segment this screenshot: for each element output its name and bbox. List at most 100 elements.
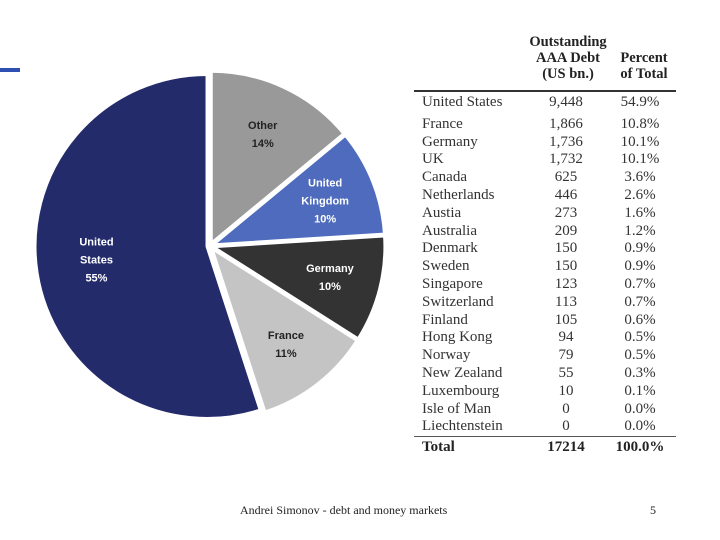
cell-debt: 9,448 — [549, 94, 583, 110]
pie-slice-label: States — [80, 255, 113, 267]
page-number: 5 — [650, 503, 656, 517]
cell-country: Australia — [422, 222, 477, 239]
cell-country: Canada — [422, 169, 467, 186]
pie-slice-value: 11% — [275, 348, 297, 360]
table-row: Germany 1,736 10.1% — [414, 134, 676, 152]
cell-country: France — [422, 115, 463, 132]
footer-text: Andrei Simonov - debt and money markets — [240, 503, 448, 517]
cell-country: Luxembourg — [422, 382, 500, 399]
pie-slice — [209, 69, 346, 247]
pie-slice-value: 14% — [252, 138, 274, 150]
cell-country: UK — [422, 151, 444, 168]
pie-slice-value: 10% — [314, 213, 336, 225]
cell-country: Switzerland — [422, 293, 494, 310]
table-row: United States 9,448 54.9% — [414, 94, 676, 112]
table-body: United States 9,448 54.9% France 1,866 10.8% G… — [414, 94, 676, 436]
total-debt: 17214 — [547, 439, 585, 456]
pie-slice-label: Kingdom — [301, 195, 349, 207]
cell-debt: 10 — [558, 382, 574, 399]
cell-country: Denmark — [422, 240, 478, 257]
table-row: Sweden 150 0.9% — [414, 258, 676, 276]
cell-country: Isle of Man — [422, 400, 492, 417]
cell-debt: 123 — [554, 275, 578, 292]
table-header: Outstanding AAA Debt (US bn.) Percent of… — [414, 34, 676, 90]
pie-slice-label: Germany — [306, 263, 355, 275]
cell-debt: 55 — [558, 364, 574, 381]
cell-country: Austia — [422, 204, 462, 221]
cell-country: Singapore — [422, 275, 483, 292]
total-rule — [414, 436, 676, 438]
table-row: Switzerland 113 0.7% — [414, 294, 676, 312]
cell-debt: 79 — [558, 347, 574, 364]
cell-percent: 0.7% — [624, 275, 656, 292]
cell-debt: 94 — [558, 329, 574, 346]
cell-percent: 0.9% — [624, 258, 656, 275]
cell-country: Hong Kong — [422, 329, 493, 346]
cell-country: Norway — [422, 347, 471, 364]
table-row: Liechtenstein 0 0.0% — [414, 418, 676, 436]
pie-slice-label: United — [308, 177, 342, 189]
cell-percent: 3.6% — [624, 169, 656, 186]
cell-debt: 113 — [555, 293, 577, 310]
header-debt-line: (US bn.) — [542, 66, 594, 82]
pie-slice-label: Other — [248, 120, 278, 132]
cell-country: Liechtenstein — [422, 418, 503, 435]
table-row: Finland 105 0.6% — [414, 312, 676, 330]
pie-slice — [208, 133, 387, 247]
header-pct-line: of Total — [620, 66, 668, 82]
cell-debt: 446 — [554, 186, 578, 203]
table-row: Australia 209 1.2% — [414, 223, 676, 241]
pie-slice-value: 10% — [319, 281, 341, 293]
cell-country: United States — [422, 94, 503, 110]
cell-country: Germany — [422, 133, 478, 150]
pie-slice-value: 55% — [85, 273, 107, 285]
cell-debt: 1,736 — [549, 133, 583, 150]
table-row: Austia 273 1.6% — [414, 205, 676, 223]
cell-percent: 0.9% — [624, 240, 656, 257]
pie-slice — [208, 234, 387, 341]
table-row-total: Total 17214 100.0% — [414, 439, 676, 457]
cell-debt: 273 — [554, 204, 578, 221]
cell-percent: 0.6% — [624, 311, 656, 328]
cell-debt: 625 — [554, 169, 578, 186]
total-pct: 100.0% — [615, 439, 665, 456]
pie-slice — [33, 72, 263, 420]
cell-debt: 209 — [554, 222, 578, 239]
cell-debt: 150 — [554, 240, 578, 257]
header-debt-line: AAA Debt — [535, 50, 601, 66]
cell-debt: 0 — [562, 418, 570, 435]
pie-slice-label: France — [268, 330, 304, 342]
cell-percent: 10.1% — [620, 133, 660, 150]
table-row: Singapore 123 0.7% — [414, 276, 676, 294]
header-percent: Percent of Total — [610, 50, 678, 82]
cell-country: Sweden — [422, 258, 470, 275]
cell-percent: 1.2% — [624, 222, 656, 239]
cell-percent: 0.7% — [624, 293, 656, 310]
header-debt-line: Outstanding — [529, 34, 607, 50]
cell-percent: 0.0% — [624, 418, 656, 435]
cell-percent: 0.1% — [624, 382, 656, 399]
cell-debt: 105 — [554, 311, 578, 328]
cell-debt: 0 — [562, 400, 570, 417]
cell-percent: 2.6% — [624, 186, 656, 203]
table-row: Isle of Man 0 0.0% — [414, 401, 676, 419]
header-rule — [414, 90, 676, 92]
debt-table: Outstanding AAA Debt (US bn.) Percent of… — [414, 34, 676, 457]
header-pct-line: Percent — [620, 50, 668, 66]
cell-debt: 1,732 — [549, 151, 583, 168]
cell-percent: 0.5% — [624, 347, 656, 364]
cell-percent: 54.9% — [620, 94, 660, 110]
table-row: Hong Kong 94 0.5% — [414, 329, 676, 347]
table-row: Norway 79 0.5% — [414, 347, 676, 365]
pie-slice-label: United — [79, 237, 113, 249]
total-label: Total — [422, 439, 455, 456]
table-row: France 1,866 10.8% — [414, 116, 676, 134]
cell-debt: 1,866 — [549, 115, 583, 132]
cell-percent: 10.8% — [620, 115, 660, 132]
pie-slice — [209, 244, 360, 414]
cell-country: New Zealand — [422, 364, 503, 381]
cell-country: Finland — [422, 311, 468, 328]
table-row: Luxembourg 10 0.1% — [414, 383, 676, 401]
pie-chart: Other 14% United Kingdom 10% Germany 10% France… — [33, 69, 387, 420]
table-row: New Zealand 55 0.3% — [414, 365, 676, 383]
